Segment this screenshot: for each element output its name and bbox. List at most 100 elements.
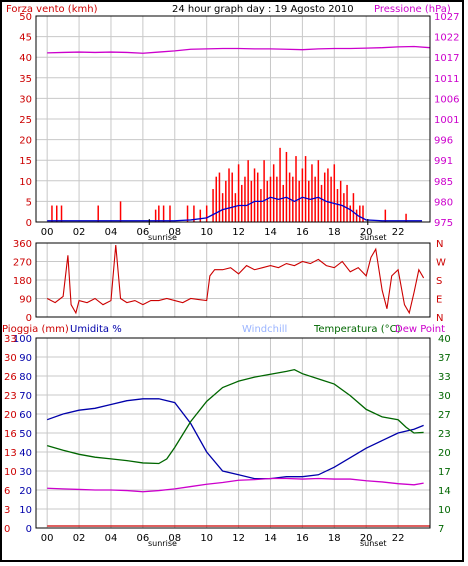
humidity-y-tick: 0: [26, 524, 32, 535]
rain-y-tick: 30: [4, 353, 17, 364]
pressure-y-tick: 975: [434, 218, 453, 229]
rain-y-tick: 10: [4, 467, 17, 478]
rain-y-tick: 26: [4, 372, 17, 383]
humidity-y-tick: 40: [19, 448, 32, 459]
humidity-y-tick: 100: [13, 334, 32, 345]
wind-average-line: [47, 196, 423, 222]
sunset-label-top: sunset: [360, 233, 387, 242]
humidity-y-tick: 60: [19, 410, 32, 421]
direction-y-tick: 180: [13, 276, 32, 287]
x-tick-label: 20: [360, 227, 373, 238]
wind-y-tick: 35: [19, 74, 32, 85]
humidity-y-tick: 70: [19, 391, 32, 402]
pressure-axis-title: Pressione (hPa): [374, 4, 451, 15]
x-tick-label: 14: [264, 227, 277, 238]
rain-y-tick: 20: [4, 410, 17, 421]
dewpoint-line: [47, 477, 424, 493]
x-tick-label: 18: [328, 533, 341, 544]
pressure-y-tick: 1022: [434, 33, 459, 44]
pressure-y-tick: 985: [434, 177, 453, 188]
x-tick-label: 16: [296, 533, 309, 544]
temperature-y-tick: 37: [438, 353, 451, 364]
temperature-line: [46, 368, 424, 465]
temperature-y-tick: 30: [438, 391, 451, 402]
wind-y-tick: 10: [19, 177, 32, 188]
pressure-y-tick: 991: [434, 156, 453, 167]
temperature-y-tick: 14: [438, 486, 451, 497]
pressure-line: [47, 45, 431, 54]
temperature-y-tick: 23: [438, 429, 451, 440]
pressure-y-tick: 1017: [434, 53, 459, 64]
x-tick-label: 20: [360, 533, 373, 544]
x-tick-label: 18: [328, 227, 341, 238]
x-tick-label: 10: [200, 533, 213, 544]
series-layer: [46, 45, 431, 527]
humidity-y-tick: 20: [19, 486, 32, 497]
temperature-y-tick: 20: [438, 448, 451, 459]
temperature-y-tick: 33: [438, 372, 451, 383]
x-tick-label: 00: [41, 227, 54, 238]
wind-y-tick: 25: [19, 115, 32, 126]
x-tick-label: 10: [200, 227, 213, 238]
humidity-y-tick: 90: [19, 353, 32, 364]
rain-axis-title: Pioggia (mm): [2, 324, 69, 335]
x-tick-label: 04: [105, 533, 118, 544]
x-tick-label: 06: [137, 227, 150, 238]
wind-y-tick: 5: [26, 197, 32, 208]
x-tick-label: 14: [264, 533, 277, 544]
rain-y-tick: 0: [4, 524, 10, 535]
humidity-line: [46, 398, 424, 480]
x-tick-label: 12: [232, 533, 245, 544]
wind-direction-line: [46, 245, 425, 315]
x-tick-label: 12: [232, 227, 245, 238]
wind-y-tick: 45: [19, 33, 32, 44]
x-tick-label: 16: [296, 227, 309, 238]
temperature-y-tick: 17: [438, 467, 451, 478]
x-tick-label: 08: [168, 533, 181, 544]
x-tick-label: 22: [392, 533, 405, 544]
pressure-y-tick: 1027: [434, 12, 459, 23]
compass-tick: S: [436, 276, 442, 287]
dewpoint-legend: Dew Point: [395, 324, 445, 335]
x-tick-label: 06: [137, 533, 150, 544]
rain-y-tick: 33: [4, 334, 17, 345]
direction-y-tick: 360: [13, 239, 32, 250]
wind-y-tick: 40: [19, 53, 32, 64]
direction-y-tick: 0: [26, 313, 32, 324]
compass-tick: N: [436, 239, 443, 250]
x-tick-label: 02: [73, 227, 86, 238]
chart-title: 24 hour graph day : 19 Agosto 2010: [172, 4, 354, 15]
pressure-y-tick: 980: [434, 197, 453, 208]
wind-y-tick: 30: [19, 94, 32, 105]
wind-panel-border: [35, 15, 431, 223]
temperature-y-tick: 10: [438, 505, 451, 516]
humidity-y-tick: 80: [19, 372, 32, 383]
pressure-y-tick: 996: [434, 136, 453, 147]
temperature-y-tick: 27: [438, 410, 451, 421]
weather-panel-border: [35, 337, 431, 529]
compass-tick: E: [436, 295, 442, 306]
rain-y-tick: 3: [4, 505, 10, 516]
wind-y-tick: 0: [26, 218, 32, 229]
humidity-y-tick: 50: [19, 429, 32, 440]
temperature-y-tick: 7: [438, 524, 444, 535]
direction-panel-border: [35, 242, 431, 318]
sunrise-label-bottom: sunrise: [148, 539, 177, 548]
rain-y-tick: 6: [4, 486, 10, 497]
rain-y-tick: 23: [4, 391, 17, 402]
sunrise-label-top: sunrise: [148, 233, 177, 242]
rain-y-tick: 16: [4, 429, 17, 440]
wind-axis-title: Forza vento (kmh): [6, 4, 98, 15]
compass-tick: W: [436, 258, 446, 269]
rain-y-tick: 13: [4, 448, 17, 459]
windchill-legend: Windchill: [242, 324, 287, 335]
compass-tick: N: [436, 313, 443, 324]
humidity-y-tick: 30: [19, 467, 32, 478]
x-tick-label: 04: [105, 227, 118, 238]
pressure-y-tick: 1001: [434, 115, 459, 126]
direction-y-tick: 90: [19, 295, 32, 306]
temperature-y-tick: 40: [438, 334, 451, 345]
